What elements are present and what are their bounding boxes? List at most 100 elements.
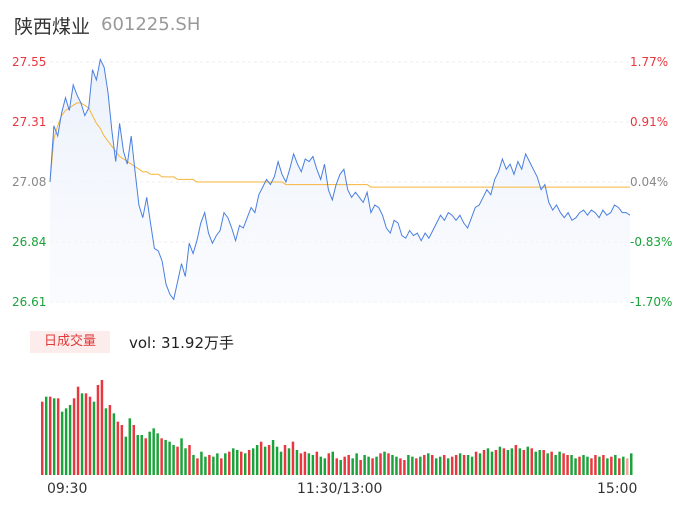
volume-bar [311, 455, 315, 475]
volume-bar [403, 460, 406, 475]
volume-bar [315, 451, 319, 475]
volume-bar [96, 385, 100, 475]
volume-bar [64, 408, 68, 475]
volume-bar [291, 441, 295, 475]
volume-bar [247, 450, 251, 475]
volume-bar [502, 448, 506, 475]
volume-bar [323, 458, 327, 475]
volume-bar [287, 448, 291, 475]
volume-bar [279, 451, 283, 475]
volume-bar [84, 393, 88, 475]
volume-bar [271, 440, 275, 475]
volume-bar [630, 453, 633, 475]
volume-bar [570, 455, 573, 475]
volume-bar [534, 451, 537, 475]
volume-bar [490, 451, 494, 475]
volume-bar [526, 446, 530, 475]
volume-bar [522, 450, 526, 475]
volume-bar [156, 433, 159, 475]
volume-bar [458, 453, 462, 475]
y-tick-left-4: 26.61 [12, 295, 47, 309]
volume-bar [275, 446, 279, 475]
volume-bar [351, 458, 354, 475]
volume-bar [267, 445, 271, 475]
volume-bar [188, 445, 191, 475]
x-tick-close: 15:00 [597, 481, 638, 497]
volume-bar [474, 451, 478, 475]
volume-bar [184, 448, 187, 475]
volume-bar [208, 455, 211, 475]
volume-bar [622, 456, 625, 475]
volume-bar [88, 396, 92, 475]
volume-bar [494, 450, 498, 475]
average-price-line [49, 102, 630, 188]
volume-bar [299, 453, 303, 475]
volume-bar [538, 450, 541, 475]
volume-bar [610, 456, 613, 475]
volume-tab[interactable]: 日成交量 [30, 331, 110, 353]
volume-bar [263, 446, 267, 475]
volume-bar [514, 445, 518, 475]
volume-bar [367, 456, 370, 475]
y-tick-right-1: 0.91% [630, 115, 669, 129]
volume-bar [574, 458, 577, 475]
volume-bar [164, 440, 167, 475]
volume-bar [104, 408, 108, 475]
volume-bar [212, 456, 215, 475]
volume-bar [486, 448, 490, 475]
volume-bar [363, 455, 366, 475]
volume-bar [220, 458, 223, 475]
volume-bar [518, 448, 522, 475]
volume-bar [578, 456, 581, 475]
volume-bar [423, 455, 426, 475]
y-tick-right-0: 1.77% [630, 55, 669, 69]
volume-bar [255, 445, 259, 475]
volume-bar [478, 453, 482, 475]
y-tick-left-1: 27.31 [12, 115, 47, 129]
volume-bar [232, 448, 235, 475]
y-tick-left-0: 27.55 [12, 55, 47, 69]
volume-bar [41, 401, 44, 475]
volume-bar [415, 458, 418, 475]
stock-code: 601225.SH [101, 14, 201, 35]
volume-bar [510, 448, 514, 475]
volume-bar [108, 405, 112, 475]
volume-bar [339, 460, 342, 475]
volume-bar [562, 453, 565, 475]
volume-bar [243, 453, 247, 475]
volume-bar [626, 458, 629, 475]
volume-bar [470, 456, 474, 475]
volume-bar [598, 456, 601, 475]
x-tick-midday: 11:30/13:00 [297, 481, 383, 497]
volume-bar [124, 436, 128, 475]
volume-bar [56, 398, 60, 475]
volume-bar [446, 458, 450, 475]
volume-bar [160, 438, 163, 475]
x-tick-open: 09:30 [47, 481, 88, 497]
y-tick-left-3: 26.84 [12, 235, 47, 249]
volume-bar [307, 453, 311, 475]
volume-bar [375, 456, 378, 475]
volume-bar [582, 455, 585, 475]
volume-bar [80, 393, 84, 475]
volume-bar [251, 448, 255, 475]
y-tick-right-2: 0.04% [630, 175, 669, 189]
volume-bar [371, 458, 374, 475]
volume-bar [407, 455, 410, 475]
volume-bar [395, 456, 398, 475]
volume-bar [152, 428, 155, 475]
volume-bar [295, 450, 299, 475]
price-area [50, 59, 630, 303]
volume-bar [331, 451, 334, 475]
volume-bar [506, 450, 510, 475]
volume-bar [542, 450, 545, 475]
volume-bar [431, 455, 434, 475]
volume-bar [614, 455, 617, 475]
volume-bar [200, 451, 203, 475]
volume-bar [144, 438, 147, 475]
volume-bar [319, 456, 323, 475]
volume-bar [335, 458, 338, 475]
volume-bar [442, 455, 446, 475]
volume-bar [216, 453, 219, 475]
volume-bar [454, 455, 458, 475]
